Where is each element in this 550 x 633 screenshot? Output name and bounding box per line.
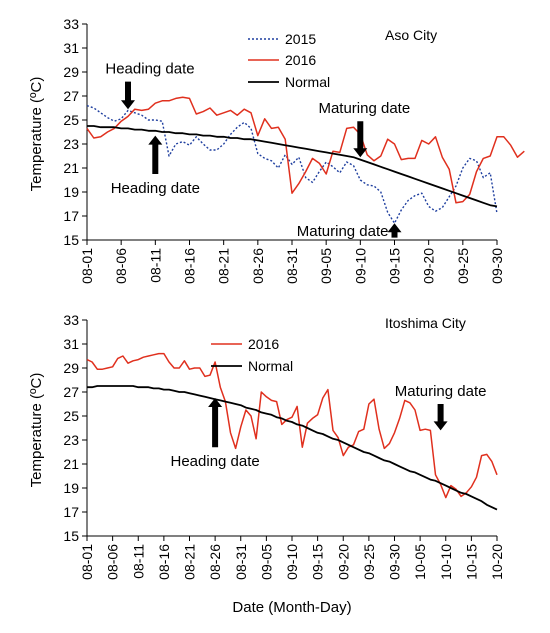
y-tick-label: 29 xyxy=(63,64,79,80)
y-tick-label: 31 xyxy=(63,40,79,56)
panel-itoshima-plot: 15 17 19 21 23 25 27 29 31 33 08-01 08-06 08-11 08-16… xyxy=(63,312,505,580)
x-tick-label: 09-25 xyxy=(361,544,377,580)
panel-aso-ylabel: Temperature (ºC) xyxy=(28,77,45,192)
series-line-2016 xyxy=(86,352,498,499)
x-tick-label: 09-10 xyxy=(284,544,300,580)
x-tick-label: 10-10 xyxy=(438,544,454,580)
x-tick-label: 10-15 xyxy=(463,544,479,580)
x-tick-label: 08-06 xyxy=(105,544,121,580)
y-tick-label: 21 xyxy=(63,456,79,472)
x-tick-label: 08-26 xyxy=(207,544,223,580)
panel-aso: Temperature (ºC) Aso City 15 17 19 21 23 25 27… xyxy=(28,16,525,284)
x-tick-label: 09-15 xyxy=(387,248,403,284)
panel-itoshima-title: Itoshima City xyxy=(385,315,466,331)
y-tick-label: 15 xyxy=(63,232,79,248)
x-tick-label: 08-01 xyxy=(79,248,95,284)
legend-2015-label: 2015 xyxy=(285,31,316,47)
annotation-arrow xyxy=(433,404,448,431)
annotation-arrow xyxy=(208,398,223,448)
y-tick-label: 31 xyxy=(63,336,79,352)
annotation-arrow xyxy=(387,223,402,238)
x-tick-label: 09-25 xyxy=(455,248,471,284)
series-line-normal xyxy=(87,125,498,208)
panel-aso-title: Aso City xyxy=(385,27,437,43)
legend-normal-label: Normal xyxy=(248,358,293,374)
x-tick-label: 08-11 xyxy=(130,544,146,579)
y-tick-label: 27 xyxy=(63,384,79,400)
x-tick-label: 08-26 xyxy=(250,248,266,284)
x-tick-label: 09-05 xyxy=(258,544,274,580)
y-tick-label: 17 xyxy=(63,504,79,520)
y-tick-label: 27 xyxy=(63,88,79,104)
y-tick-label: 33 xyxy=(63,312,79,328)
x-tick-label: 08-21 xyxy=(216,248,232,284)
x-tick-label: 08-11 xyxy=(147,248,163,283)
y-tick-label: 29 xyxy=(63,360,79,376)
x-tick-label: 10-20 xyxy=(489,544,505,580)
annotation-label: Heading date xyxy=(111,180,200,197)
x-tick-label: 09-30 xyxy=(489,248,505,284)
panel-itoshima-ylabel: Temperature (ºC) xyxy=(28,373,45,488)
x-tick-label: 08-01 xyxy=(79,544,95,580)
annotation-label: Heading date xyxy=(171,453,260,470)
panel-itoshima: Temperature (ºC) Itoshima City 15 17 19 21 2… xyxy=(28,312,505,580)
x-tick-label: 08-16 xyxy=(182,248,198,284)
x-tick-label: 10-05 xyxy=(412,544,428,580)
panel-itoshima-annotations: Heading date Maturing date xyxy=(171,383,487,470)
x-tick-label: 08-06 xyxy=(113,248,129,284)
y-tick-label: 19 xyxy=(63,184,79,200)
annotation-label: Maturing date xyxy=(395,383,487,400)
x-tick-label: 08-31 xyxy=(284,248,300,284)
panel-aso-annotations: Heading date Heading date Maturing date Mat… xyxy=(105,61,410,241)
annotation-label: Heading date xyxy=(105,61,194,78)
legend-2016-label: 2016 xyxy=(285,52,316,68)
panel-aso-plot: 15 17 19 21 23 25 27 29 31 33 08-01 08-06 08-11 08-16… xyxy=(63,16,525,284)
x-tick-label: 09-10 xyxy=(352,248,368,284)
y-tick-label: 25 xyxy=(63,408,79,424)
annotation-arrow xyxy=(353,121,368,158)
series-line-normal xyxy=(87,385,498,511)
legend-2016-label: 2016 xyxy=(248,336,279,352)
series-line-2016 xyxy=(86,96,525,204)
panel-itoshima-legend: 2016 Normal xyxy=(211,336,293,374)
y-tick-label: 33 xyxy=(63,16,79,32)
y-tick-label: 25 xyxy=(63,112,79,128)
y-tick-label: 15 xyxy=(63,528,79,544)
x-tick-label: 08-21 xyxy=(182,544,198,580)
panel-aso-legend: 2015 2016 Normal xyxy=(248,31,330,90)
annotation-label: Maturing date xyxy=(318,100,410,117)
y-tick-label: 19 xyxy=(63,480,79,496)
y-tick-label: 23 xyxy=(63,136,79,152)
x-tick-label: 09-05 xyxy=(318,248,334,284)
x-tick-label: 08-16 xyxy=(156,544,172,580)
y-tick-label: 17 xyxy=(63,208,79,224)
legend-normal-label: Normal xyxy=(285,74,330,90)
x-tick-label: 09-20 xyxy=(421,248,437,284)
x-tick-label: 09-15 xyxy=(310,544,326,580)
y-tick-label: 23 xyxy=(63,432,79,448)
x-tick-label: 09-20 xyxy=(335,544,351,580)
annotation-arrow xyxy=(148,135,163,174)
annotation-label: Maturing date xyxy=(297,223,389,240)
x-axis-label: Date (Month-Day) xyxy=(232,599,351,616)
y-tick-label: 21 xyxy=(63,160,79,176)
x-tick-label: 09-30 xyxy=(387,544,403,580)
series-line-2015 xyxy=(86,104,498,224)
annotation-arrow xyxy=(121,81,135,110)
x-tick-label: 08-31 xyxy=(233,544,249,580)
